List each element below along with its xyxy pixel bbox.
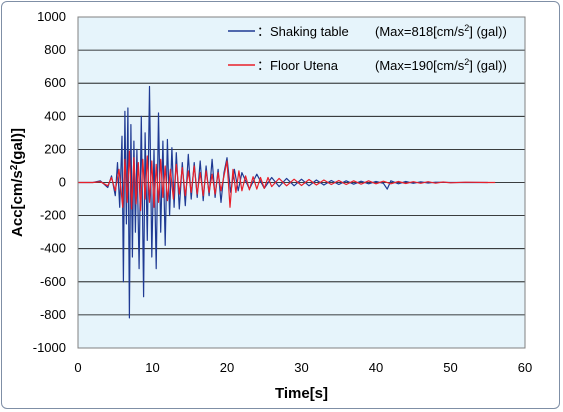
y-axis-ticks: 1000 800 600 400 200 0 -200 -400 -600 -800 -1000 (33, 9, 66, 355)
legend-max-superscript: 2 (464, 23, 469, 33)
x-tick-label: 0 (74, 360, 81, 375)
x-tick-label: 30 (294, 360, 308, 375)
y-axis-title-prefix: Acc[cm/s (9, 170, 26, 237)
legend-max-prefix: (Max=818[cm/s (375, 24, 465, 39)
plot-border (77, 16, 526, 349)
legend-label-floor-utena: ：Floor Utena (257, 58, 339, 73)
legend: ：Shaking table (Max=818[cm/s2] (gal)) ：F… (228, 23, 507, 73)
x-tick-label: 50 (443, 360, 457, 375)
legend-max-shaking-table: (Max=818[cm/s2] (gal)) (375, 23, 507, 39)
y-axis-title-suffix: (gal)] (9, 128, 26, 165)
y-tick-label: -1000 (33, 340, 66, 355)
y-tick-label: -600 (40, 274, 66, 289)
y-axis-title: Acc[cm/s2(gal)] (9, 128, 27, 237)
legend-label-shaking-table: ：Shaking table (257, 24, 349, 39)
legend-max-suffix: ] (gal)) (469, 58, 507, 73)
series-line-shaking-table (78, 85, 488, 319)
x-axis-ticks: 0 10 20 30 40 50 60 (74, 360, 532, 375)
y-tick-label: -800 (40, 307, 66, 322)
series-line-floor-utena (78, 150, 496, 212)
y-tick-label: 600 (44, 75, 66, 90)
y-tick-label: 1000 (37, 9, 66, 24)
y-axis-title-superscript: 2 (9, 164, 20, 170)
x-tick-label: 60 (518, 360, 532, 375)
x-axis-title: Time[s] (275, 385, 328, 402)
x-tick-label: 10 (145, 360, 159, 375)
x-tick-label: 40 (369, 360, 383, 375)
y-tick-label: 200 (44, 141, 66, 156)
y-tick-label: 0 (59, 175, 66, 190)
y-tick-label: -200 (40, 208, 66, 223)
y-tick-label: 400 (44, 108, 66, 123)
legend-max-floor-utena: (Max=190[cm/s2] (gal)) (375, 57, 507, 73)
legend-max-superscript: 2 (464, 57, 469, 67)
y-tick-label: -400 (40, 241, 66, 256)
x-tick-label: 20 (220, 360, 234, 375)
y-tick-label: 800 (44, 42, 66, 57)
legend-max-prefix: (Max=190[cm/s (375, 58, 465, 73)
legend-max-suffix: ] (gal)) (469, 24, 507, 39)
series-layer (78, 85, 496, 319)
